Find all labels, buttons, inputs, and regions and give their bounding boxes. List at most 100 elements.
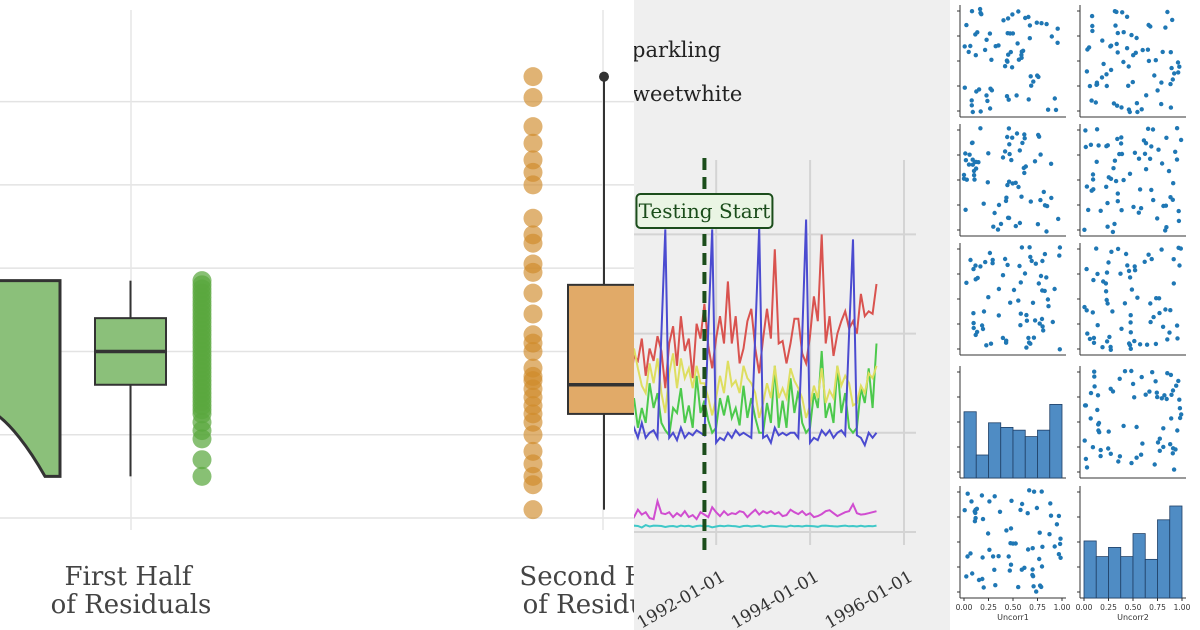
scatter-point-row0col0-16 [978,109,983,114]
scatter-point-row2col1-41 [1090,310,1095,315]
scatter-point-row2col1-31 [1091,335,1097,341]
scatter-point-row1col0-36 [1020,140,1025,146]
scatter-point-row1col1-16 [1143,167,1149,172]
point-second-half-6 [523,175,543,195]
scatter-point-row2col0-13 [987,250,993,256]
scatter-point-row0col0-8 [1027,23,1033,28]
scatter-point-row0col1-46 [1126,64,1131,69]
scatter-point-row0col0-36 [988,86,993,91]
scatter-point-row1col1-52 [1086,207,1091,213]
scatter-point-row2col1-56 [1115,246,1121,252]
scatter-point-row0col1-8 [1124,46,1130,51]
testing-start-annotation: Testing Start [635,193,774,229]
scatter-point-row0col0-38 [1052,96,1057,101]
scatter-point-row2col1-49 [1091,340,1097,345]
point-first-half-35 [192,429,212,449]
scatter-point-row2col0-11 [971,311,976,316]
scatter-point-row4col0-62 [976,577,982,583]
scatter-point-row2col0-17 [1040,258,1045,264]
scatter-point-row3col1-5 [1147,389,1152,394]
scatter-point-row2col0-22 [1033,261,1038,266]
scatter-point-row1col0-12 [966,162,972,167]
scatter-point-row4col0-54 [968,551,973,556]
scatter-point-row3col1-45 [1095,393,1101,398]
scatter-point-row1col0-16 [1007,142,1012,147]
scatter-point-row1col1-36 [1176,218,1182,224]
scatter-point-row2col0-16 [971,266,976,272]
legend-entry-sweetwhite: weetwhite [634,82,742,106]
scatter-point-row1col1-19 [1155,216,1160,221]
scatter-point-row2col0-58 [1037,321,1042,326]
scatter-point-row1col1-34 [1131,204,1136,210]
legend-entry-sparkling: parkling [634,38,721,62]
scatter-point-row1col1-62 [1088,142,1094,147]
scatter-point-row2col1-68 [1100,345,1105,350]
scatter-point-row2col1-3 [1085,331,1090,336]
scatter-point-row2col1-51 [1119,326,1124,331]
pair-xtick-label-1-1: 0.25 [1100,603,1117,612]
x-tick-label-1: 1992-01-01 [634,567,729,630]
scatter-point-row2col0-64 [1030,300,1036,305]
scatter-point-row2col1-33 [1101,279,1106,284]
scatter-point-row1col0-67 [963,207,968,212]
scatter-point-row2col0-44 [1011,287,1017,293]
scatter-point-row2col0-24 [1027,245,1032,250]
point-second-half-25 [523,425,543,445]
scatter-point-row0col1-16 [1130,79,1135,85]
point-second-half-0 [523,67,543,87]
scatter-point-row4col0-27 [1007,568,1012,573]
scatter-point-row1col1-31 [1168,195,1173,200]
scatter-point-row4col0-8 [1025,511,1030,516]
scatter-point-row2col1-28 [1148,319,1153,325]
scatter-point-row1col0-29 [1044,229,1049,234]
scatter-point-row4col0-10 [1054,522,1060,527]
scatter-point-row2col0-3 [980,326,986,332]
scatter-point-row4col0-12 [1030,567,1035,572]
scatter-point-row3col1-27 [1117,376,1122,381]
scatter-point-row2col1-8 [1174,323,1180,328]
point-first-half-37 [192,466,212,486]
category-label-2-line1: Second Half [519,562,634,592]
scatter-point-row0col1-62 [1108,43,1114,48]
testing-start-label: Testing Start [639,199,771,223]
scatter-point-row3col1-43 [1083,456,1089,462]
scatter-point-row0col1-40 [1169,65,1174,71]
point-second-half-13 [523,304,543,324]
point-second-half-1 [523,87,543,107]
scatter-point-row0col0-3 [969,98,974,103]
scatter-point-row4col0-18 [1037,556,1042,562]
scatter-point-row0col1-58 [1160,49,1165,55]
scatter-point-row4col0-36 [970,571,975,576]
scatter-point-row1col1-29 [1151,197,1156,203]
scatter-point-row1col0-45 [976,160,981,165]
scatter-point-row3col1-21 [1171,467,1177,472]
scatter-point-row2col1-64 [1126,341,1132,346]
scatter-point-row2col1-9 [1091,277,1096,283]
scatter-point-row4col0-20 [974,506,980,511]
hist-bar-row4col1-2 [1108,547,1122,599]
scatter-point-row2col1-6 [1159,247,1164,252]
scatter-point-row4col0-55 [1047,532,1052,537]
scatter-point-row0col1-45 [1087,83,1093,89]
scatter-point-row1col0-48 [992,210,997,216]
scatter-point-row2col1-18 [1142,259,1147,264]
scatter-point-row0col1-5 [1089,13,1095,19]
scatter-point-row4col0-46 [1025,547,1031,552]
scatter-point-row1col1-35 [1138,206,1144,211]
scatter-point-row4col0-32 [1040,544,1045,549]
scatter-point-row4col0-65 [965,491,970,496]
scatter-point-row2col0-62 [1017,263,1022,269]
scatter-point-row4col0-38 [1034,505,1040,511]
scatter-point-row2col0-50 [1028,341,1033,346]
scatter-point-row4col0-24 [1018,507,1023,513]
testing-start-label-box [635,193,774,229]
scatter-point-row2col0-46 [1039,316,1045,322]
scatter-point-row3col1-32 [1097,430,1102,435]
pair-xtick-label-0-2: 0.50 [1005,603,1022,612]
scatter-point-row0col0-55 [984,93,989,98]
scatter-point-row0col0-57 [969,9,975,14]
scatter-point-row2col1-17 [1118,271,1123,276]
scatter-point-row3col1-55 [1173,447,1178,452]
scatter-point-row2col0-31 [973,263,978,268]
scatter-point-row3col1-4 [1168,372,1174,378]
